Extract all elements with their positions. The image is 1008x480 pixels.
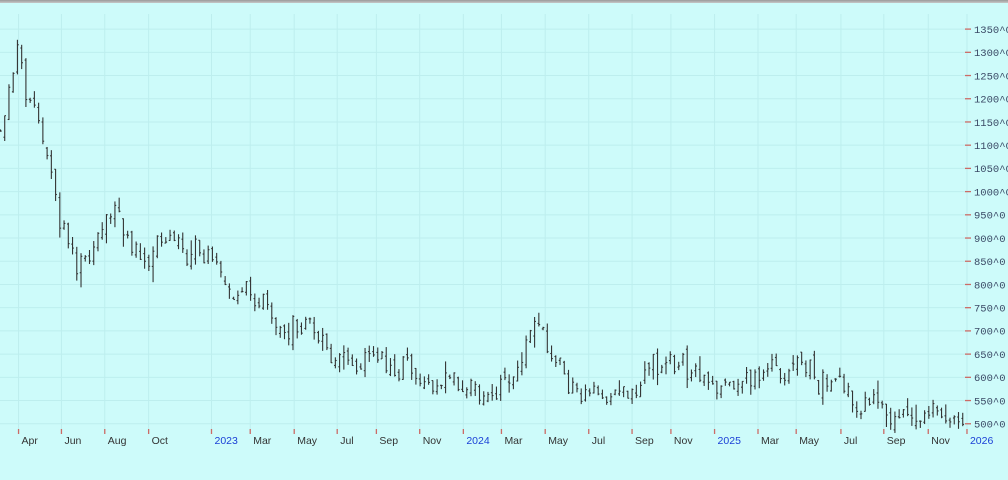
svg-text:950^0: 950^0 [974, 211, 1006, 223]
svg-text:May: May [799, 435, 820, 447]
svg-text:700^0: 700^0 [974, 327, 1006, 339]
svg-text:1200^0: 1200^0 [974, 95, 1008, 107]
svg-text:2025: 2025 [718, 435, 742, 447]
svg-text:650^0: 650^0 [974, 350, 1006, 362]
svg-text:Nov: Nov [674, 435, 693, 447]
svg-text:850^0: 850^0 [974, 257, 1006, 269]
svg-text:Oct: Oct [152, 435, 168, 447]
svg-text:2026: 2026 [970, 435, 994, 447]
svg-text:1050^0: 1050^0 [974, 164, 1008, 176]
svg-text:1000^0: 1000^0 [974, 187, 1008, 199]
svg-text:900^0: 900^0 [974, 234, 1006, 246]
svg-text:Jul: Jul [340, 435, 353, 447]
svg-text:Nov: Nov [931, 435, 950, 447]
svg-text:Jun: Jun [64, 435, 81, 447]
svg-text:1150^0: 1150^0 [974, 118, 1008, 130]
svg-text:Mar: Mar [761, 435, 780, 447]
svg-text:May: May [548, 435, 569, 447]
svg-text:1100^0: 1100^0 [974, 141, 1008, 153]
svg-text:550^0: 550^0 [974, 396, 1006, 408]
svg-text:1300^0: 1300^0 [974, 48, 1008, 60]
svg-text:750^0: 750^0 [974, 303, 1006, 315]
svg-text:Apr: Apr [22, 435, 39, 447]
svg-text:2024: 2024 [466, 435, 490, 447]
svg-text:Jul: Jul [844, 435, 857, 447]
svg-text:Mar: Mar [253, 435, 272, 447]
svg-text:600^0: 600^0 [974, 373, 1006, 385]
svg-text:1350^0: 1350^0 [974, 25, 1008, 37]
svg-text:Sep: Sep [887, 435, 906, 447]
svg-text:Jul: Jul [592, 435, 605, 447]
svg-text:800^0: 800^0 [974, 280, 1006, 292]
svg-text:May: May [297, 435, 318, 447]
svg-text:Sep: Sep [379, 435, 398, 447]
svg-text:Nov: Nov [423, 435, 442, 447]
svg-text:Sep: Sep [635, 435, 654, 447]
svg-text:1250^0: 1250^0 [974, 71, 1008, 83]
svg-text:2023: 2023 [214, 435, 238, 447]
svg-text:Aug: Aug [108, 435, 127, 447]
svg-text:Mar: Mar [504, 435, 523, 447]
svg-text:500^0: 500^0 [974, 420, 1006, 432]
